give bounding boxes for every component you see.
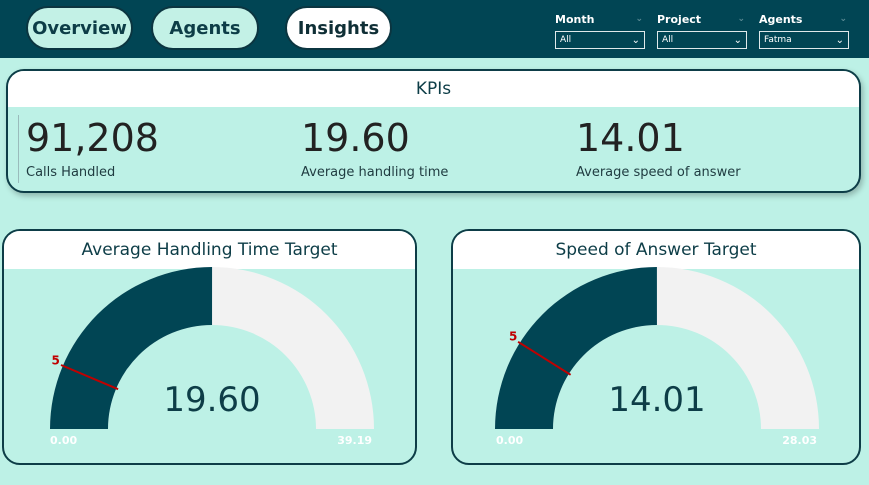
project-select[interactable]: All ⌄ (657, 31, 747, 49)
gauge-target-line (60, 364, 119, 391)
gauge-target-line (517, 340, 572, 376)
gauge-min-label: 0.00 (50, 434, 77, 447)
agents-filter-label: Agents (759, 12, 803, 26)
kpi-label: Average handling time (301, 165, 449, 180)
kpi-calls-handled: 91,208 Calls Handled (26, 113, 159, 180)
chevron-down-icon: ⌄ (839, 14, 847, 24)
month-select[interactable]: All ⌄ (555, 31, 645, 49)
gauge-target-label: 5 (51, 354, 59, 368)
aht-gauge: 5 19.60 0.00 39.19 (50, 266, 374, 447)
gauge-title: Average Handling Time Target (4, 231, 415, 269)
kpi-average-handling-time: 19.60 Average handling time (301, 113, 448, 180)
kpi-label: Calls Handled (26, 165, 116, 180)
gauge-target-label: 5 (509, 330, 517, 344)
project-filter: Project ⌄ All ⌄ (657, 11, 747, 49)
agents-select[interactable]: Fatma ⌄ (759, 31, 849, 49)
chevron-down-icon: ⌄ (835, 34, 844, 46)
kpi-value: 19.60 (301, 116, 410, 160)
chevron-down-icon: ⌄ (737, 14, 745, 24)
chevron-down-icon: ⌄ (631, 34, 640, 46)
gauge-max-label: 39.19 (337, 434, 372, 447)
kpi-title: KPIs (8, 71, 859, 107)
kpi-value: 14.01 (576, 116, 685, 160)
divider (18, 115, 19, 183)
project-select-value: All (662, 35, 674, 45)
soa-gauge-card: Speed of Answer Target 5 14.01 0.00 28.0… (451, 229, 861, 465)
gauge-value: 14.01 (608, 380, 705, 420)
gauge-fill (495, 267, 657, 429)
chevron-down-icon: ⌄ (733, 34, 742, 46)
agents-filter: Agents ⌄ Fatma ⌄ (759, 11, 849, 49)
gauge-max-label: 28.03 (782, 434, 817, 447)
aht-gauge-card: Average Handling Time Target 5 19.60 0.0… (2, 229, 417, 465)
gauge-value: 19.60 (163, 380, 260, 420)
month-filter: Month ⌄ All ⌄ (555, 11, 645, 49)
top-bar: Overview Agents Insights Month ⌄ All ⌄ P… (0, 0, 869, 58)
chevron-down-icon: ⌄ (635, 14, 643, 24)
soa-gauge: 5 14.01 0.00 28.03 (495, 267, 819, 447)
gauge-title: Speed of Answer Target (453, 231, 859, 269)
kpi-value: 91,208 (26, 116, 159, 160)
kpi-label: Average speed of answer (576, 165, 741, 180)
kpi-card: KPIs 91,208 Calls Handled 19.60 Average … (6, 69, 861, 193)
gauge-fill (50, 266, 213, 429)
tab-agents[interactable]: Agents (151, 6, 259, 50)
gauge-min-label: 0.00 (496, 434, 523, 447)
tab-overview[interactable]: Overview (26, 6, 133, 50)
kpi-average-speed-of-answer: 14.01 Average speed of answer (576, 113, 741, 180)
month-filter-label: Month (555, 12, 595, 26)
agents-select-value: Fatma (764, 35, 792, 45)
month-select-value: All (560, 35, 572, 45)
tab-insights[interactable]: Insights (285, 6, 392, 50)
project-filter-label: Project (657, 12, 702, 26)
